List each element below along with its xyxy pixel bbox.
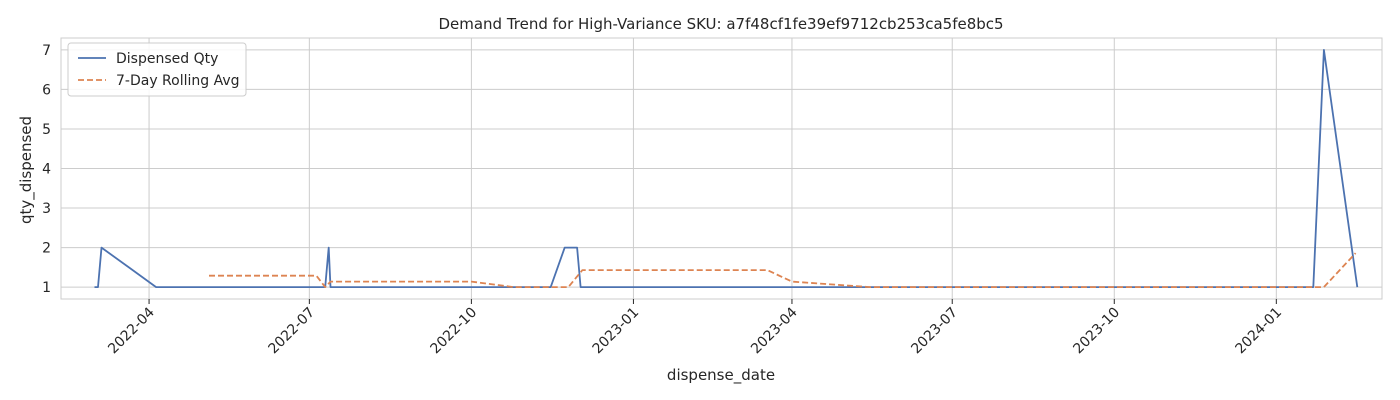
x-tick-label: 2023-10	[1070, 305, 1123, 358]
grid	[61, 38, 1382, 299]
x-tick-label: 2022-07	[265, 305, 318, 358]
y-tick-label: 5	[42, 122, 51, 138]
x-axis: 2022-04 2022-07 2022-10 2023-01 2023-04 2023-…	[105, 299, 1285, 357]
series-line-1	[209, 253, 1356, 287]
y-axis: 1 2 3 4 5 6 7	[42, 43, 51, 296]
legend: Dispensed Qty 7-Day Rolling Avg	[68, 43, 246, 96]
x-tick-label: 2022-10	[428, 305, 481, 358]
y-tick-label: 4	[42, 162, 51, 178]
x-tick-label: 2023-07	[908, 305, 961, 358]
x-tick-label: 2023-01	[590, 305, 643, 358]
legend-label-rolling-avg: 7-Day Rolling Avg	[116, 73, 240, 89]
legend-label-dispensed-qty: Dispensed Qty	[116, 51, 218, 67]
x-tick-label: 2023-04	[748, 304, 801, 357]
x-tick-label: 2024-01	[1232, 305, 1285, 358]
x-tick-label: 2022-04	[105, 304, 158, 357]
x-axis-label: dispense_date	[667, 366, 775, 385]
y-tick-label: 2	[42, 241, 51, 257]
y-tick-label: 6	[42, 82, 51, 98]
y-tick-label: 7	[42, 43, 51, 59]
y-tick-label: 3	[42, 201, 51, 217]
y-tick-label: 1	[42, 280, 51, 296]
y-axis-label: qty_dispensed	[17, 116, 36, 224]
chart-title: Demand Trend for High-Variance SKU: a7f4…	[438, 15, 1003, 33]
